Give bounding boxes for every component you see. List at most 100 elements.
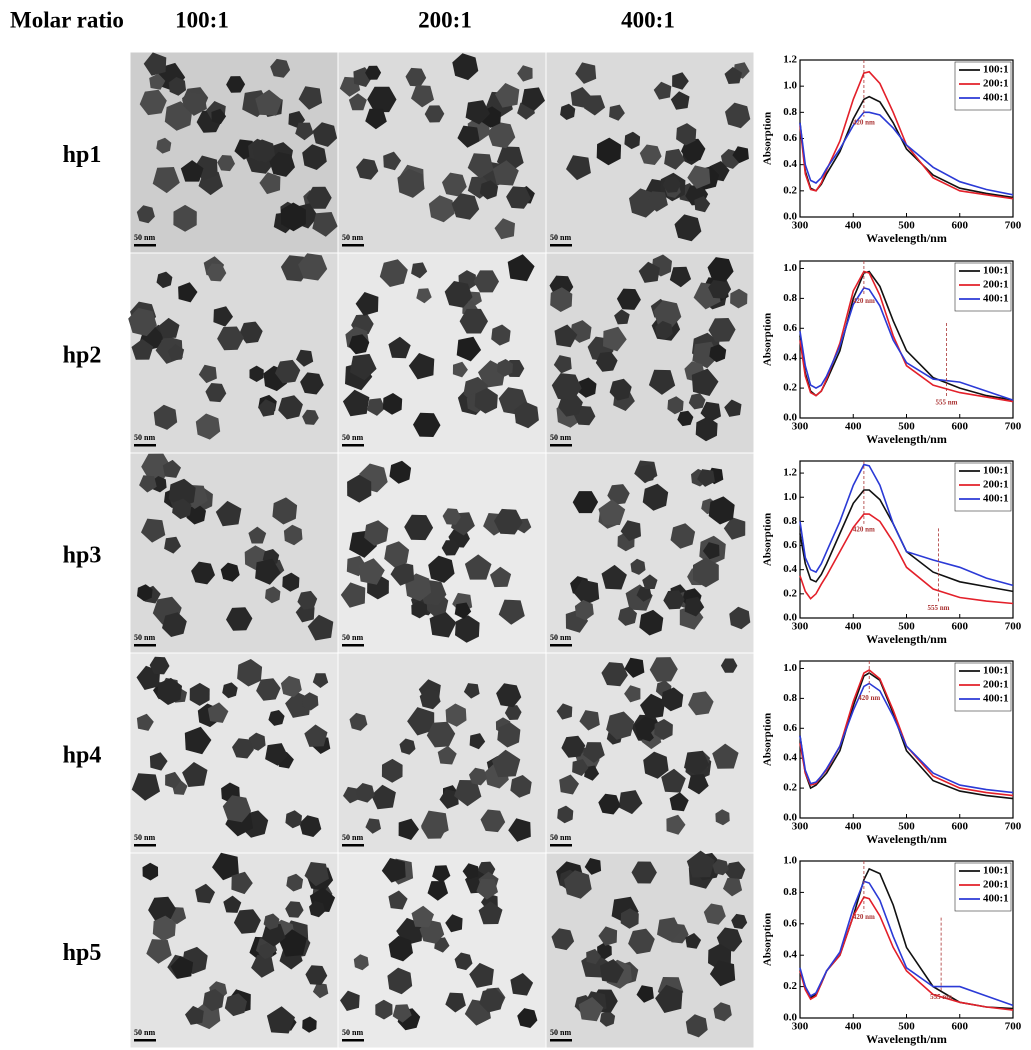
- x-tick-label: 400: [845, 421, 862, 433]
- y-tick-label: 0.6: [783, 322, 797, 334]
- y-tick-label: 0.0: [783, 412, 797, 424]
- x-tick-label: 300: [792, 1021, 809, 1033]
- nanoparticle: [309, 900, 325, 918]
- nanoparticle: [220, 562, 240, 582]
- nanoparticle: [252, 139, 276, 163]
- nanoparticle: [195, 883, 215, 904]
- nanoparticle: [639, 609, 664, 636]
- nanoparticle: [643, 751, 669, 779]
- x-tick-label: 600: [952, 421, 969, 433]
- nanoparticle: [397, 168, 425, 198]
- nanoparticle: [248, 732, 266, 751]
- nanoparticle: [153, 404, 178, 430]
- scale-bar-label: 50 nm: [342, 433, 363, 442]
- nanoparticle: [149, 752, 168, 771]
- tem-image: 50 nm: [337, 452, 547, 654]
- x-axis-label: Wavelength/nm: [866, 832, 947, 846]
- nanoparticle: [703, 903, 726, 925]
- nanoparticle: [388, 935, 413, 962]
- legend-label: 100:1: [983, 465, 1009, 477]
- legend-label: 200:1: [983, 679, 1009, 691]
- nanoparticle: [669, 266, 692, 288]
- nanoparticle: [586, 948, 601, 965]
- nanoparticle: [732, 146, 749, 164]
- scale-bar: [550, 1039, 572, 1042]
- nanoparticle: [638, 261, 660, 283]
- nanoparticle: [474, 387, 498, 414]
- nanoparticle: [302, 409, 319, 425]
- y-tick-label: 0.0: [783, 1012, 797, 1024]
- nanoparticle: [367, 86, 397, 113]
- nanoparticle: [469, 767, 488, 786]
- nanoparticle: [162, 612, 187, 637]
- nanoparticle: [307, 614, 334, 641]
- nanoparticle: [469, 962, 494, 988]
- nanoparticle: [224, 993, 247, 1017]
- legend: 100:1 200:1 400:1: [954, 662, 1012, 712]
- nanoparticle: [198, 364, 217, 384]
- nanoparticle: [669, 792, 689, 812]
- nanoparticle: [462, 863, 479, 880]
- annotation-label: 420 nm: [853, 525, 875, 533]
- nanoparticle: [596, 137, 622, 166]
- nanoparticle: [390, 561, 415, 586]
- nanoparticle: [609, 104, 625, 121]
- nanoparticle: [191, 561, 215, 585]
- nanoparticle: [283, 524, 303, 546]
- nanoparticle: [595, 351, 618, 372]
- nanoparticle: [383, 151, 402, 171]
- nanoparticle: [685, 1014, 708, 1038]
- nanoparticle: [340, 990, 360, 1011]
- y-axis-label: Absorption: [762, 713, 774, 766]
- nanoparticle: [560, 103, 576, 120]
- column-label: 100:1: [175, 7, 229, 32]
- nanoparticle: [702, 542, 720, 560]
- scale-bar: [342, 244, 364, 247]
- nanoparticle: [730, 288, 748, 309]
- nanoparticle: [302, 144, 327, 170]
- nanoparticle: [694, 196, 711, 213]
- annotation-label: 420 nm: [853, 118, 875, 126]
- x-tick-label: 400: [845, 621, 862, 633]
- nanoparticle: [551, 928, 575, 951]
- scale-bar: [134, 844, 156, 847]
- y-tick-label: 1.2: [783, 467, 797, 479]
- nanoparticle: [707, 257, 734, 282]
- nanoparticle: [302, 1016, 317, 1033]
- nanoparticle: [572, 491, 599, 514]
- y-tick-label: 0.4: [783, 752, 797, 764]
- x-tick-label: 700: [1005, 220, 1022, 232]
- nanoparticle: [724, 66, 743, 84]
- y-tick-label: 0.8: [783, 692, 797, 704]
- nanoparticle: [141, 453, 171, 480]
- nanoparticle: [131, 773, 160, 801]
- nanoparticle: [223, 895, 242, 913]
- nanoparticle: [222, 795, 252, 823]
- nanoparticle: [178, 282, 198, 303]
- scale-bar-label: 50 nm: [342, 1028, 363, 1037]
- annotation-label: 420 nm: [853, 297, 875, 305]
- nanoparticle: [441, 540, 460, 556]
- nanoparticle: [445, 914, 463, 933]
- nanoparticle: [670, 91, 690, 110]
- nanoparticle: [142, 862, 159, 881]
- y-tick-label: 0.2: [783, 980, 797, 992]
- nanoparticle: [349, 712, 368, 731]
- nanoparticle: [222, 682, 238, 699]
- nanoparticle: [573, 579, 600, 606]
- scale-bar-label: 50 nm: [342, 633, 363, 642]
- nanoparticle: [170, 956, 194, 979]
- nanoparticle: [356, 158, 379, 180]
- y-tick-label: 1.0: [783, 662, 797, 674]
- nanoparticle: [566, 155, 591, 181]
- nanoparticle: [305, 965, 328, 985]
- nanoparticle: [428, 555, 455, 583]
- nanoparticle: [507, 254, 535, 282]
- nanoparticle: [139, 89, 167, 116]
- x-tick-label: 700: [1005, 621, 1022, 633]
- y-tick-label: 0.6: [783, 539, 797, 551]
- nanoparticle: [285, 810, 302, 829]
- tem-image: 50 nm: [545, 452, 755, 654]
- scale-bar: [550, 444, 572, 447]
